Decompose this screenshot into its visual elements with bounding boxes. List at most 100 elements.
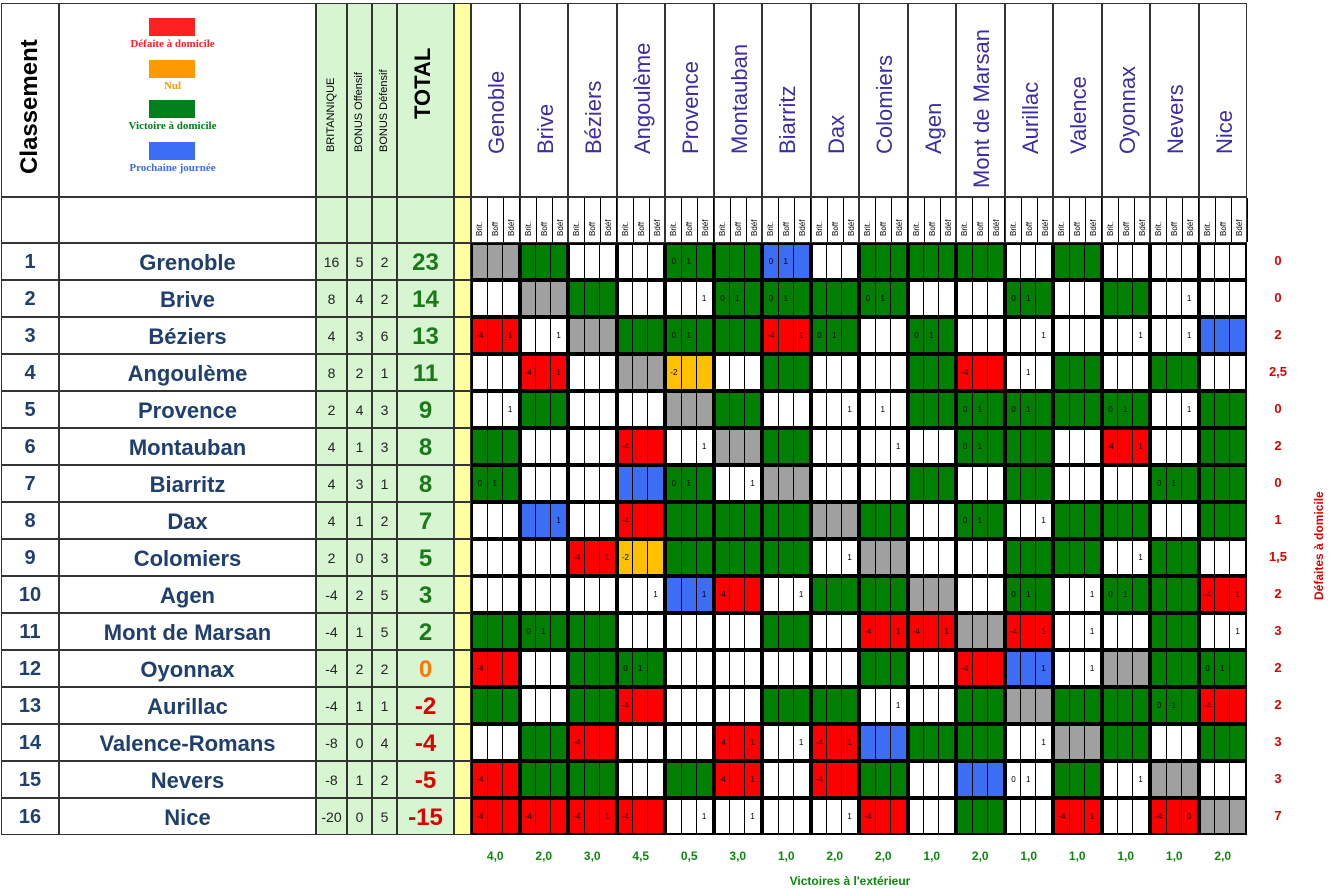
- result-subcell: [473, 578, 488, 611]
- result-subcell: [619, 319, 634, 352]
- bonus-def-value: 5: [372, 798, 397, 835]
- result-subcell: 1: [1041, 627, 1046, 636]
- result-subcell: [1036, 578, 1051, 611]
- sub-label-cell: Boff: [876, 198, 893, 242]
- result-subcell: 0: [473, 467, 488, 500]
- result-subcell: [1167, 356, 1182, 389]
- result-subcell: [473, 430, 488, 463]
- subheader-cell: Brit. Boff Bdéf: [713, 197, 763, 243]
- result-cell: [616, 354, 665, 391]
- sub-label: Bdéf: [1040, 219, 1050, 236]
- sub-label-cell: Brit.: [618, 198, 634, 242]
- result-subcell: [716, 467, 731, 500]
- result-subcell: [648, 763, 663, 796]
- sub-label-cell: Boff: [731, 198, 747, 242]
- result-cell: -4: [956, 650, 1005, 687]
- result-subcell: [503, 615, 518, 648]
- result-subcell: [1070, 800, 1085, 833]
- result-subcell: [570, 689, 585, 722]
- result-cell: [519, 576, 568, 613]
- result-subcell: 1: [779, 245, 794, 278]
- result-subcell: 1: [507, 331, 513, 340]
- result-cell: [568, 761, 617, 798]
- result-subcell: [1230, 726, 1245, 759]
- result-cell: [859, 576, 908, 613]
- result-subcell: [1118, 541, 1134, 574]
- result-cell: [713, 391, 762, 428]
- result-subcell: 1: [701, 442, 707, 451]
- result-subcell: [745, 319, 760, 352]
- result-cell: 1: [1101, 761, 1150, 798]
- team-name: Brive: [59, 280, 316, 317]
- result-subcell: 0: [764, 282, 779, 315]
- result-subcell: 1: [536, 615, 552, 648]
- britannique-value: -4: [316, 687, 347, 724]
- result-subcell: 0: [1186, 812, 1192, 821]
- sub-label: Brit.: [1105, 221, 1115, 236]
- result-subcell: 0: [522, 615, 537, 648]
- subheader-cell: Brit. Boff Bdéf: [810, 197, 860, 243]
- result-subcell: [522, 652, 537, 685]
- result-subcell: [1021, 689, 1037, 722]
- result-subcell: -4: [716, 763, 731, 796]
- result-subcell: -4: [619, 504, 634, 537]
- result-subcell: [585, 578, 600, 611]
- result-cell: [1004, 539, 1053, 576]
- victoires-value: 2,0: [971, 849, 989, 863]
- result-subcell: 1: [1118, 393, 1134, 426]
- result-subcell: [1167, 800, 1182, 833]
- rank-cell: 4: [1, 354, 59, 391]
- result-subcell: [1104, 319, 1119, 352]
- result-subcell: [910, 430, 925, 463]
- result-subcell: [910, 245, 925, 278]
- result-subcell: [779, 615, 794, 648]
- result-subcell: [682, 393, 697, 426]
- result-subcell: [667, 800, 682, 833]
- result-subcell: [876, 356, 891, 389]
- result-subcell: 1: [1021, 356, 1037, 389]
- result-subcell: -4: [619, 800, 634, 833]
- result-subcell: [585, 245, 600, 278]
- result-subcell: [667, 615, 682, 648]
- result-subcell: [1104, 467, 1119, 500]
- bonus-def-value: 2: [372, 502, 397, 539]
- result-subcell: [570, 245, 585, 278]
- result-subcell: [973, 800, 988, 833]
- result-subcell: 1: [1186, 294, 1192, 303]
- result-subcell: [522, 393, 537, 426]
- result-subcell: [570, 430, 585, 463]
- result-cell: [1101, 687, 1150, 724]
- result-cell: 1: [665, 576, 714, 613]
- result-cell: [1004, 243, 1053, 280]
- result-subcell: [1118, 652, 1134, 685]
- result-subcell: [842, 652, 857, 685]
- result-subcell: [745, 430, 760, 463]
- result-subcell: [745, 541, 760, 574]
- result-subcell: [745, 504, 760, 537]
- result-subcell: [1215, 504, 1231, 537]
- result-subcell: [585, 689, 600, 722]
- result-subcell: [1152, 763, 1167, 796]
- result-cell: [1198, 280, 1247, 317]
- result-subcell: [764, 504, 779, 537]
- subheader-blank: [1, 197, 59, 243]
- sub-label-cell: Bdéf: [1038, 198, 1054, 242]
- result-subcell: [924, 467, 940, 500]
- result-subcell: [570, 578, 585, 611]
- result-cell: -4: [471, 798, 520, 835]
- sub-label-cell: Brit.: [1151, 198, 1168, 242]
- result-subcell: [536, 800, 552, 833]
- result-subcell: [716, 541, 731, 574]
- victoires-value: 4,0: [486, 849, 504, 863]
- subheader-cell: Brit. Boff Bdéf: [519, 197, 569, 243]
- result-subcell: 1: [1021, 393, 1037, 426]
- sub-label: Brit.: [814, 221, 824, 236]
- result-cell: [810, 650, 859, 687]
- result-subcell: [779, 319, 794, 352]
- result-subcell: [876, 467, 891, 500]
- result-cell: [568, 391, 617, 428]
- bonus-off-value: 1: [347, 502, 372, 539]
- column-header-6: Montauban: [726, 43, 752, 154]
